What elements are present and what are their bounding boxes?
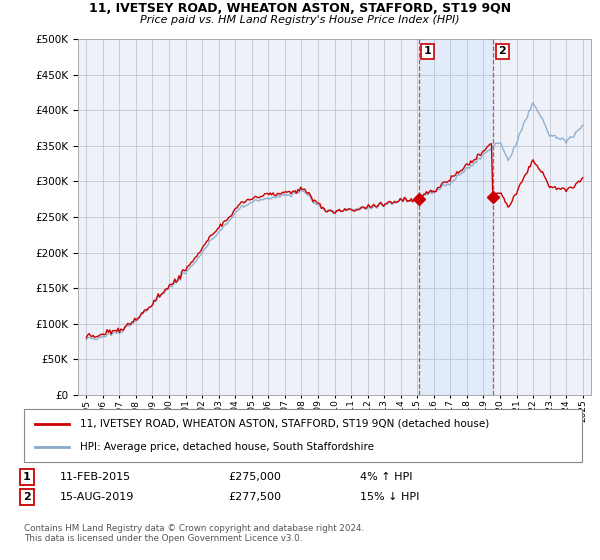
Text: 11, IVETSEY ROAD, WHEATON ASTON, STAFFORD, ST19 9QN (detached house): 11, IVETSEY ROAD, WHEATON ASTON, STAFFOR… <box>80 419 489 429</box>
Text: £275,000: £275,000 <box>228 472 281 482</box>
Text: 4% ↑ HPI: 4% ↑ HPI <box>360 472 413 482</box>
Text: 2: 2 <box>23 492 31 502</box>
Text: 15% ↓ HPI: 15% ↓ HPI <box>360 492 419 502</box>
Bar <box>419 39 493 395</box>
Text: HPI: Average price, detached house, South Staffordshire: HPI: Average price, detached house, Sout… <box>80 442 374 452</box>
Text: £277,500: £277,500 <box>228 492 281 502</box>
Text: Price paid vs. HM Land Registry's House Price Index (HPI): Price paid vs. HM Land Registry's House … <box>140 15 460 25</box>
Text: 11-FEB-2015: 11-FEB-2015 <box>60 472 131 482</box>
Text: 15-AUG-2019: 15-AUG-2019 <box>60 492 134 502</box>
Text: 2: 2 <box>499 46 506 57</box>
Text: 11, IVETSEY ROAD, WHEATON ASTON, STAFFORD, ST19 9QN: 11, IVETSEY ROAD, WHEATON ASTON, STAFFOR… <box>89 2 511 15</box>
Text: 1: 1 <box>23 472 31 482</box>
Text: Contains HM Land Registry data © Crown copyright and database right 2024.
This d: Contains HM Land Registry data © Crown c… <box>24 524 364 543</box>
FancyBboxPatch shape <box>24 409 582 462</box>
Text: 1: 1 <box>424 46 431 57</box>
